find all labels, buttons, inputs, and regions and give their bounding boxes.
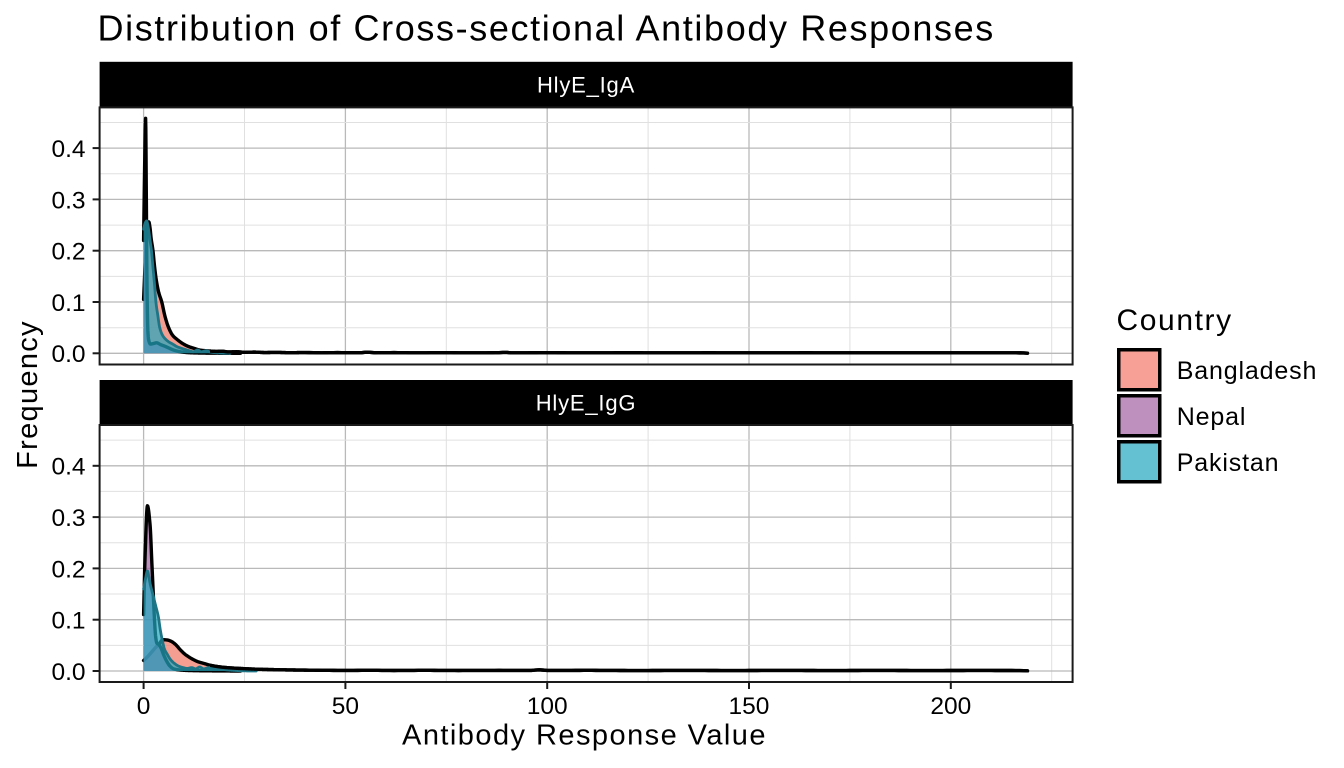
svg-text:0.0: 0.0 <box>51 341 85 368</box>
svg-text:0: 0 <box>137 693 151 720</box>
svg-text:Distribution of Cross-sectiona: Distribution of Cross-sectional Antibody… <box>98 8 995 49</box>
svg-text:HlyE_IgA: HlyE_IgA <box>537 72 635 97</box>
svg-text:Pakistan: Pakistan <box>1177 449 1280 477</box>
svg-text:0.2: 0.2 <box>51 239 85 266</box>
svg-text:Frequency: Frequency <box>12 320 44 469</box>
svg-text:150: 150 <box>729 693 770 720</box>
svg-text:0.4: 0.4 <box>51 136 85 163</box>
svg-text:Country: Country <box>1117 304 1233 337</box>
svg-text:Bangladesh: Bangladesh <box>1177 357 1318 385</box>
svg-text:200: 200 <box>930 693 971 720</box>
svg-text:100: 100 <box>527 693 568 720</box>
svg-text:0.3: 0.3 <box>51 505 85 532</box>
svg-text:0.2: 0.2 <box>51 556 85 583</box>
svg-text:0.1: 0.1 <box>51 608 85 635</box>
svg-text:0.0: 0.0 <box>51 659 85 686</box>
svg-text:0.3: 0.3 <box>51 187 85 214</box>
svg-text:Antibody Response Value: Antibody Response Value <box>402 720 767 752</box>
svg-text:0.4: 0.4 <box>51 454 85 481</box>
svg-text:0.1: 0.1 <box>51 290 85 317</box>
svg-text:HlyE_IgG: HlyE_IgG <box>536 390 637 415</box>
svg-text:Nepal: Nepal <box>1177 403 1247 431</box>
svg-text:50: 50 <box>332 693 359 720</box>
